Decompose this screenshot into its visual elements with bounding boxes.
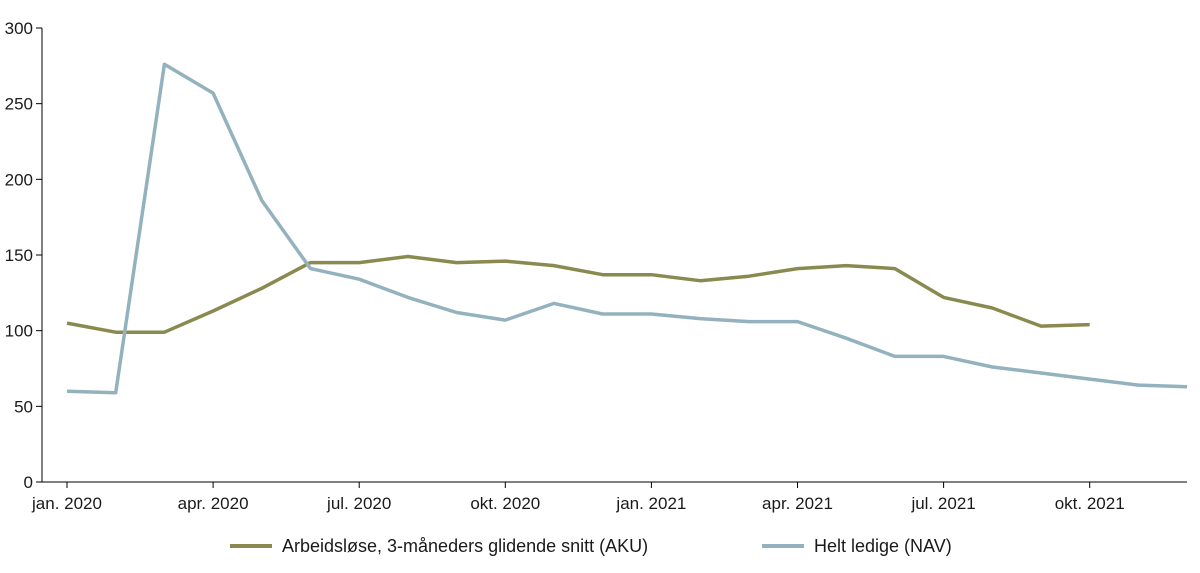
series-line-aku [66, 254, 1090, 334]
y-tick-label: 0 [24, 473, 33, 492]
x-tick-label: apr. 2021 [762, 494, 833, 513]
x-tick-label: jul. 2020 [326, 494, 391, 513]
y-tick-label: 150 [5, 246, 33, 265]
x-tick-label: jan. 2020 [31, 494, 102, 513]
y-tick-label: 100 [5, 322, 33, 341]
x-axis: jan. 2020 apr. 2020 jul. 2020 okt. 2020 jan.… [31, 481, 1187, 513]
legend-label: Arbeidsløse, 3-måneders glidende snitt (… [282, 536, 648, 556]
x-tick-label: apr. 2020 [178, 494, 249, 513]
legend-label: Helt ledige (NAV) [814, 536, 952, 556]
y-axis: 0 50 100 150 200 250 300 [5, 19, 43, 492]
plot-area [66, 62, 1188, 395]
legend: Arbeidsløse, 3-måneders glidende snitt (… [230, 536, 952, 556]
x-tick-label: jan. 2021 [615, 494, 686, 513]
y-tick-label: 200 [5, 170, 33, 189]
series-line-nav [66, 62, 1188, 395]
legend-item: Helt ledige (NAV) [762, 536, 952, 556]
y-tick-label: 50 [14, 397, 33, 416]
x-tick-label: okt. 2020 [470, 494, 540, 513]
y-tick-label: 300 [5, 19, 33, 38]
y-tick-label: 250 [5, 95, 33, 114]
legend-item: Arbeidsløse, 3-måneders glidende snitt (… [230, 536, 648, 556]
x-tick-label: okt. 2021 [1055, 494, 1125, 513]
x-tick-label: jul. 2021 [910, 494, 975, 513]
